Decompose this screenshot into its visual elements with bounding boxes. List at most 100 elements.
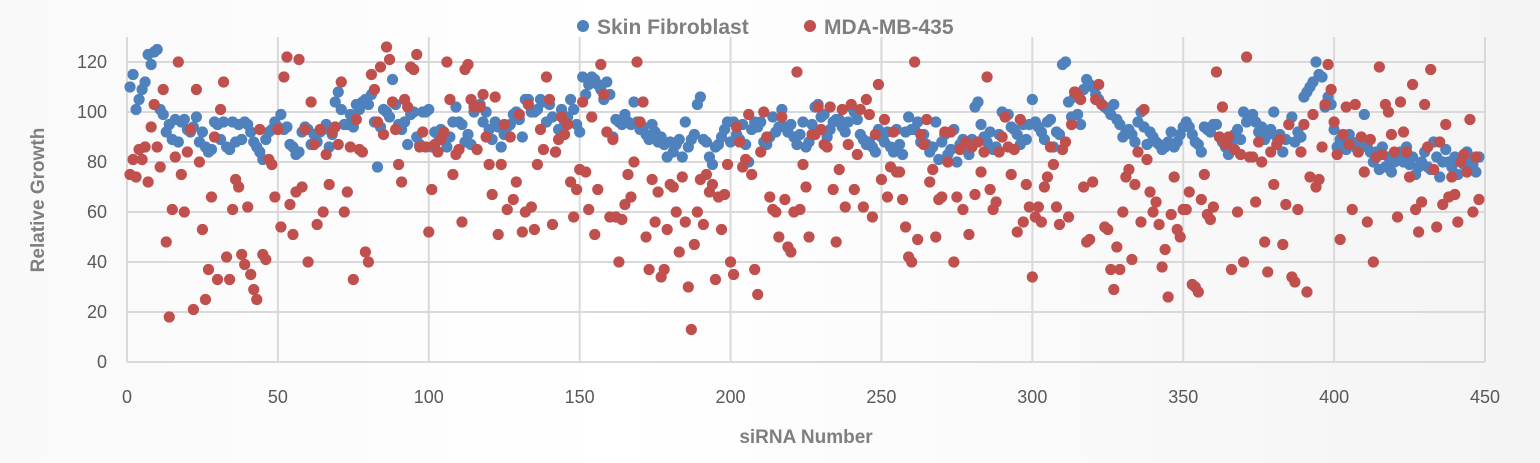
data-point	[1328, 116, 1340, 128]
data-point	[1268, 106, 1280, 118]
data-point	[242, 201, 254, 213]
data-point	[1062, 211, 1075, 223]
data-point	[851, 148, 863, 161]
data-point	[1331, 148, 1343, 161]
data-point	[477, 88, 489, 101]
data-point	[794, 203, 806, 216]
data-point	[386, 96, 399, 108]
data-point	[224, 143, 236, 156]
data-point	[1111, 241, 1123, 253]
data-point	[450, 101, 462, 113]
data-point	[1265, 146, 1277, 158]
data-point	[154, 161, 166, 173]
data-point	[1032, 201, 1044, 213]
data-point	[688, 238, 700, 251]
data-point	[842, 116, 854, 128]
data-point	[1382, 106, 1395, 118]
data-point	[1265, 123, 1277, 136]
y-tick-label: 20	[87, 302, 107, 322]
data-point	[1075, 93, 1087, 106]
data-point	[836, 103, 848, 116]
data-point	[139, 76, 151, 88]
data-point	[1349, 98, 1361, 111]
data-point	[749, 263, 761, 276]
data-point	[151, 43, 163, 56]
data-point	[761, 131, 773, 143]
data-point	[332, 138, 344, 151]
data-point	[1325, 83, 1337, 96]
data-point	[1376, 148, 1388, 161]
data-point	[1425, 63, 1437, 76]
data-point	[1295, 131, 1307, 143]
data-point	[679, 116, 691, 128]
data-point	[480, 131, 492, 143]
data-point	[534, 123, 547, 136]
data-point	[1050, 201, 1063, 213]
x-tick-label: 250	[866, 387, 896, 407]
data-point	[755, 146, 767, 158]
data-point	[1470, 166, 1482, 178]
data-point	[899, 221, 912, 233]
data-point	[172, 136, 184, 148]
data-point	[661, 223, 673, 236]
y-axis-title: Relative Growth	[28, 128, 49, 273]
data-point	[462, 58, 474, 71]
data-point	[371, 161, 384, 173]
data-point	[248, 283, 260, 296]
data-point	[963, 228, 975, 241]
data-point	[652, 186, 664, 198]
data-point	[706, 158, 719, 171]
data-point	[869, 128, 882, 141]
data-point	[568, 211, 580, 223]
data-point	[1084, 233, 1096, 246]
data-point	[1385, 128, 1398, 141]
data-point	[933, 153, 945, 166]
data-point	[1195, 146, 1207, 158]
data-point	[196, 223, 209, 236]
data-point	[383, 53, 396, 66]
data-point	[1225, 263, 1238, 276]
x-tick-label: 450	[1470, 387, 1500, 407]
data-point	[568, 103, 580, 116]
data-point	[984, 183, 996, 196]
data-point	[350, 113, 362, 126]
data-point	[426, 183, 438, 196]
data-point	[1114, 118, 1126, 131]
data-point	[374, 61, 387, 73]
data-point	[827, 183, 839, 196]
data-point	[637, 96, 649, 108]
data-point	[709, 273, 722, 286]
data-point	[1096, 98, 1108, 111]
data-point	[1431, 221, 1443, 233]
data-point	[887, 146, 900, 158]
data-point	[628, 96, 640, 108]
data-point	[1313, 173, 1325, 186]
data-point	[540, 71, 553, 83]
data-point	[305, 96, 317, 108]
data-point	[589, 228, 601, 241]
data-point	[441, 56, 453, 68]
data-point	[1195, 193, 1207, 206]
data-point	[423, 226, 435, 238]
data-point	[893, 138, 906, 151]
data-point	[335, 103, 347, 116]
data-point	[1364, 133, 1376, 146]
data-point	[945, 143, 957, 156]
data-point	[245, 126, 257, 138]
data-point	[1147, 206, 1159, 218]
data-point	[607, 133, 619, 146]
data-point	[386, 73, 399, 86]
data-point	[906, 256, 918, 268]
data-point	[1129, 178, 1141, 191]
data-point	[1437, 198, 1449, 211]
data-point	[592, 183, 604, 196]
data-point	[417, 126, 429, 138]
data-point	[236, 133, 248, 146]
data-point	[872, 78, 885, 91]
data-point	[471, 143, 483, 156]
data-point	[217, 76, 230, 88]
data-point	[317, 206, 329, 218]
data-point	[284, 198, 296, 211]
data-point	[1452, 216, 1464, 228]
data-point	[383, 111, 396, 123]
